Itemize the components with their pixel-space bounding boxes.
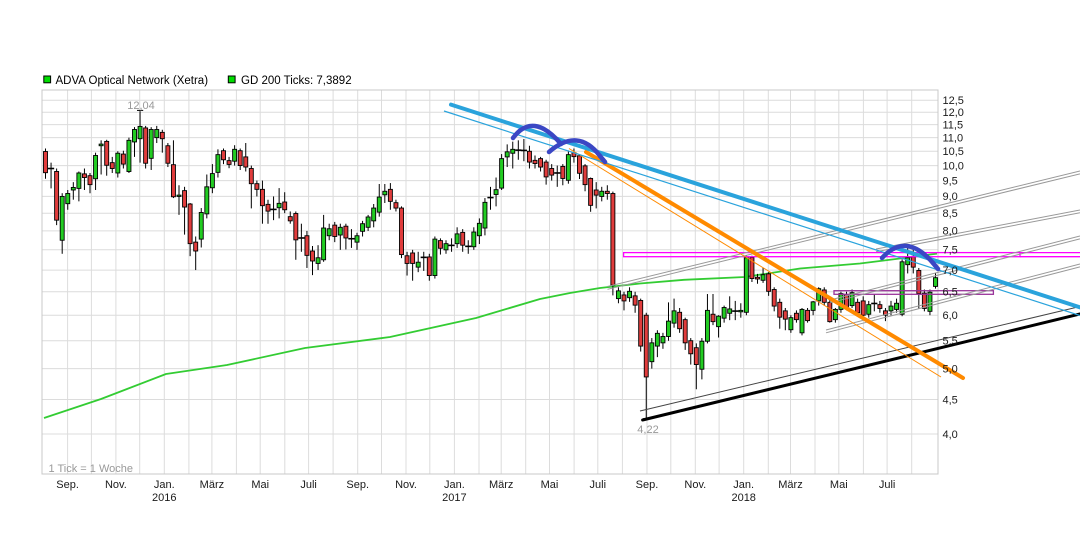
svg-text:8,0: 8,0	[943, 226, 958, 238]
svg-text:7,5: 7,5	[943, 245, 958, 257]
svg-text:12,0: 12,0	[943, 107, 964, 119]
svg-text:5,5: 5,5	[943, 336, 958, 348]
svg-text:12,5: 12,5	[943, 95, 964, 107]
svg-text:2016: 2016	[152, 492, 176, 504]
svg-text:März: März	[778, 479, 802, 491]
svg-text:Juli: Juli	[879, 479, 896, 491]
svg-text:9,0: 9,0	[943, 191, 958, 203]
svg-text:1 Tick = 1 Woche: 1 Tick = 1 Woche	[49, 463, 133, 475]
svg-text:11,0: 11,0	[943, 132, 964, 144]
svg-text:GD 200 Ticks: 7,3892: GD 200 Ticks: 7,3892	[241, 75, 352, 87]
svg-text:6,5: 6,5	[943, 287, 958, 299]
svg-text:4,0: 4,0	[943, 429, 958, 441]
svg-text:10,5: 10,5	[943, 146, 964, 158]
svg-text:4,22: 4,22	[637, 424, 658, 436]
svg-text:Jan.: Jan.	[444, 479, 465, 491]
svg-text:2018: 2018	[731, 492, 755, 504]
svg-text:Sep.: Sep.	[56, 479, 79, 491]
svg-text:März: März	[200, 479, 224, 491]
svg-text:Nov.: Nov.	[105, 479, 127, 491]
svg-text:11,5: 11,5	[943, 119, 964, 131]
svg-text:Mai: Mai	[251, 479, 269, 491]
svg-text:5,0: 5,0	[943, 363, 958, 375]
svg-text:6,0: 6,0	[943, 310, 958, 322]
svg-text:Nov.: Nov.	[684, 479, 706, 491]
svg-text:ADVA Optical Network (Xetra): ADVA Optical Network (Xetra)	[56, 75, 209, 87]
svg-text:Jan.: Jan.	[154, 479, 175, 491]
svg-text:7,0: 7,0	[943, 265, 958, 277]
svg-text:10,0: 10,0	[943, 160, 964, 172]
svg-text:12,04: 12,04	[127, 100, 155, 112]
svg-text:4,5: 4,5	[943, 394, 958, 406]
svg-text:März: März	[489, 479, 513, 491]
svg-text:2017: 2017	[442, 492, 466, 504]
svg-text:Jan.: Jan.	[733, 479, 754, 491]
svg-text:Mai: Mai	[541, 479, 559, 491]
svg-text:Nov.: Nov.	[395, 479, 417, 491]
svg-text:Sep.: Sep.	[346, 479, 369, 491]
svg-text:8,5: 8,5	[943, 208, 958, 220]
svg-text:Juli: Juli	[590, 479, 607, 491]
svg-text:9,5: 9,5	[943, 175, 958, 187]
svg-text:Juli: Juli	[300, 479, 317, 491]
svg-text:Mai: Mai	[830, 479, 848, 491]
svg-text:Sep.: Sep.	[636, 479, 659, 491]
